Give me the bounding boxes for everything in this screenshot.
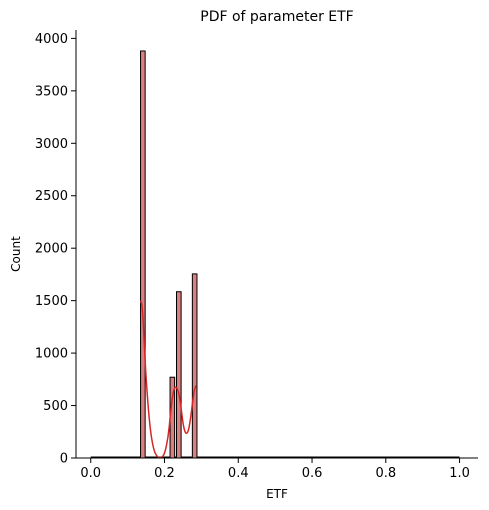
y-tick-label: 2500	[35, 189, 68, 204]
x-tick-label: 0.2	[154, 466, 175, 481]
y-tick-label: 3500	[35, 84, 68, 99]
y-tick-label: 4000	[35, 32, 68, 47]
histogram-bar	[140, 50, 146, 459]
x-axis-ticks: 0.0 0.2 0.4 0.6 0.8 1.0	[80, 458, 470, 481]
kde-curve	[139, 300, 197, 459]
x-tick-label: 0.0	[80, 466, 101, 481]
x-tick-label: 0.8	[375, 466, 396, 481]
chart-title: PDF of parameter ETF	[200, 9, 353, 25]
x-tick-label: 0.4	[228, 466, 249, 481]
y-tick-label: 500	[43, 399, 68, 414]
histogram-bar	[191, 273, 198, 459]
histogram-bars	[90, 50, 460, 459]
kde-curve-group	[139, 300, 197, 459]
histogram-bar	[176, 291, 182, 459]
x-tick-label: 0.6	[302, 466, 323, 481]
y-tick-label: 2000	[35, 242, 68, 257]
y-tick-label: 3000	[35, 137, 68, 152]
x-axis-label: ETF	[266, 487, 288, 501]
y-tick-label: 1000	[35, 347, 68, 362]
y-axis-ticks: 0 500 1000 1500 2000 2500 3000 3500 4000	[35, 32, 76, 467]
x-tick-label: 1.0	[449, 466, 470, 481]
y-tick-label: 0	[60, 452, 68, 467]
y-tick-label: 1500	[35, 294, 68, 309]
y-axis-label: Count	[9, 236, 23, 272]
